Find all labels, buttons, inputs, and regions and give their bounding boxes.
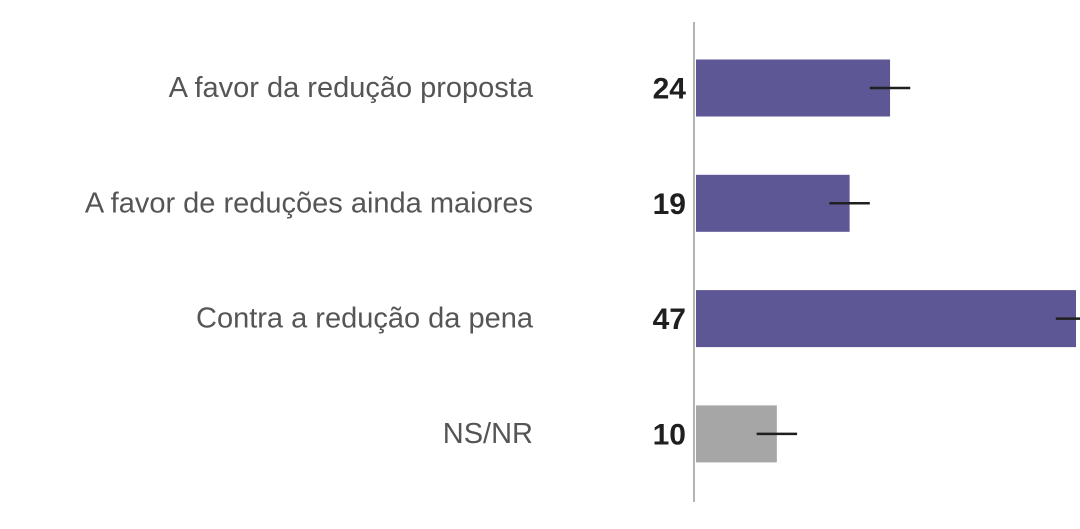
value-label: 47 bbox=[653, 303, 686, 336]
category-label: A favor de reduções ainda maiores bbox=[85, 187, 533, 219]
bar bbox=[696, 59, 891, 117]
category-label: A favor da redução proposta bbox=[169, 72, 534, 104]
value-label: 19 bbox=[653, 188, 686, 221]
value-label: 24 bbox=[653, 73, 687, 106]
bar-rows: A favor da redução proposta 24 A favor de … bbox=[85, 59, 1080, 463]
category-label: NS/NR bbox=[443, 418, 533, 450]
bar bbox=[696, 174, 850, 232]
bar bbox=[696, 290, 1076, 348]
category-label: Contra a redução da pena bbox=[196, 303, 534, 335]
value-label: 10 bbox=[653, 418, 686, 451]
